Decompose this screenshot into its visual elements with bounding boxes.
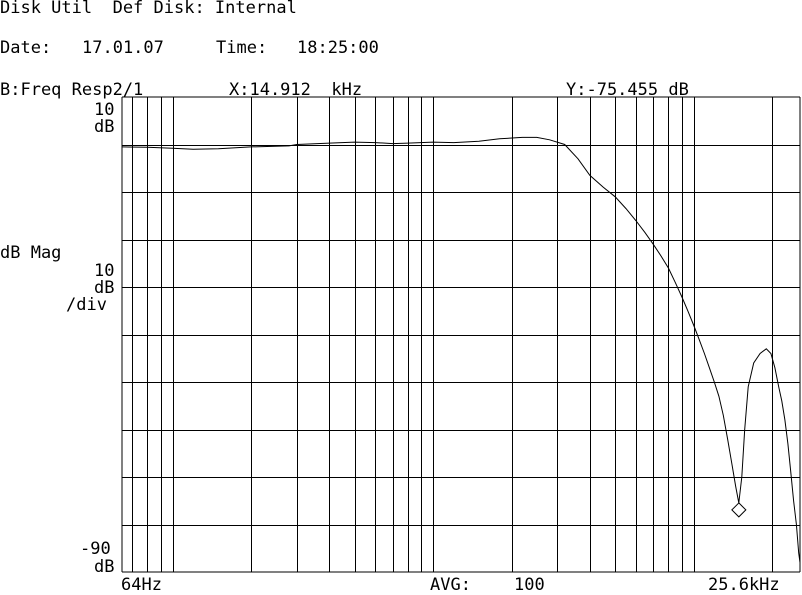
y-scale-per: /div	[66, 295, 107, 315]
avg-value: 100	[514, 575, 545, 595]
x-start-label: 64Hz	[121, 575, 162, 595]
y-top-value: 10	[94, 100, 115, 120]
y-scale-unit: dB	[94, 278, 115, 298]
date-label: Date:	[0, 38, 52, 58]
trace-label: B:Freq Resp2/1	[0, 80, 144, 100]
series-line-0	[121, 136, 801, 563]
trace	[121, 136, 801, 563]
x-end-label: 25.6kHz	[708, 575, 780, 595]
time-value: 18:25:00	[297, 38, 379, 58]
grid	[121, 96, 801, 573]
y-bottom-value: -90	[80, 539, 111, 559]
avg-label: AVG:	[430, 575, 471, 595]
date-value: 17.01.07	[82, 38, 164, 58]
y-scale-value: 10	[94, 261, 115, 281]
y-top-unit: dB	[94, 117, 115, 137]
marker	[731, 502, 747, 518]
y-bottom-unit: dB	[94, 557, 115, 577]
title-line: Disk Util Def Disk: Internal	[0, 0, 297, 18]
marker-diamond	[731, 502, 747, 518]
marker-y-readout: Y:-75.455 dB	[566, 80, 689, 100]
time-label: Time:	[216, 38, 268, 58]
marker-x-readout: X:14.912 kHz	[229, 80, 363, 100]
y-axis-name: dB Mag	[0, 243, 62, 263]
